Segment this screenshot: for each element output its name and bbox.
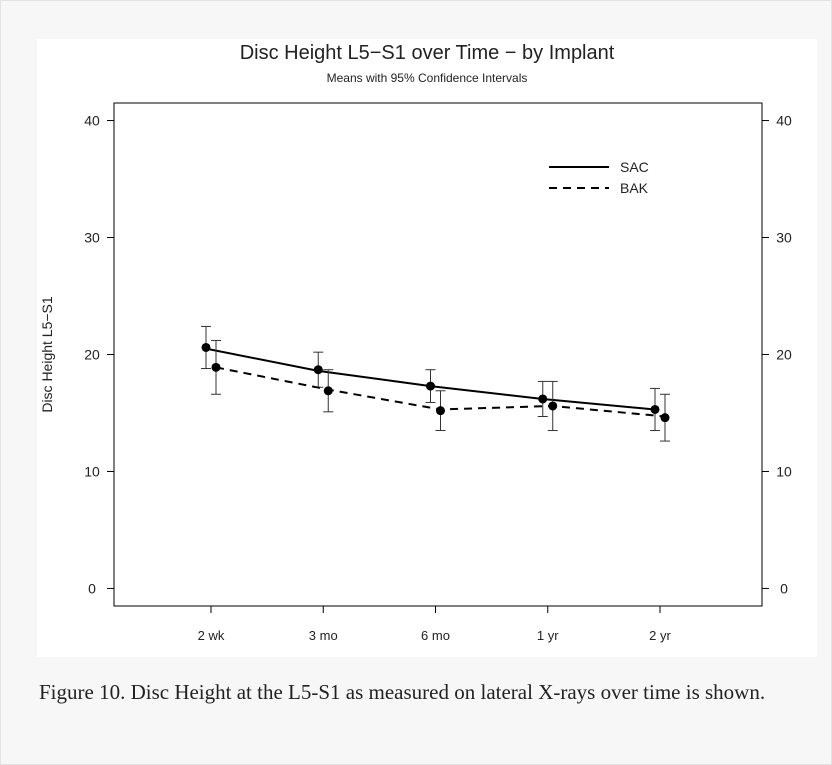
chart-subtitle: Means with 95% Confidence Intervals — [327, 71, 528, 85]
y-tick-label-left: 20 — [84, 347, 100, 363]
y-tick-label-right: 0 — [780, 580, 788, 596]
legend-label-bak: BAK — [620, 180, 649, 196]
data-point-bak — [211, 362, 221, 372]
data-point-sac — [313, 365, 323, 375]
y-tick-label-left: 10 — [84, 463, 100, 479]
data-point-bak — [548, 401, 558, 411]
y-tick-label-right: 10 — [776, 463, 792, 479]
data-point-bak — [660, 413, 670, 423]
data-point-bak — [436, 406, 445, 416]
x-tick-label: 1 yr — [537, 628, 559, 643]
x-tick-label: 6 mo — [421, 628, 450, 643]
x-tick-label: 2 wk — [198, 628, 225, 643]
legend-label-sac: SAC — [620, 159, 649, 175]
y-tick-label-left: 30 — [84, 230, 100, 246]
data-point-sac — [538, 394, 548, 404]
y-axis-label: Disc Height L5−S1 — [39, 296, 55, 413]
data-point-sac — [426, 381, 435, 391]
data-point-sac — [650, 404, 660, 414]
figure-caption: Figure 10. Disc Height at the L5-S1 as m… — [39, 680, 766, 704]
y-tick-label-left: 40 — [84, 113, 100, 129]
y-tick-label-right: 40 — [776, 113, 792, 129]
y-tick-label-right: 20 — [776, 347, 792, 363]
x-tick-label: 3 mo — [309, 628, 338, 643]
x-tick-label: 2 yr — [649, 628, 671, 643]
chart-title: Disc Height L5−S1 over Time − by Implant — [240, 42, 615, 64]
y-tick-label-right: 30 — [776, 230, 792, 246]
y-tick-label-left: 0 — [88, 580, 96, 596]
data-point-sac — [201, 342, 211, 352]
chart-panel: Disc Height L5−S1 over Time − by Implant… — [37, 39, 817, 657]
disc-height-chart: Disc Height L5−S1 over Time − by Implant… — [39, 42, 792, 643]
plot-frame — [113, 102, 763, 607]
data-point-bak — [323, 386, 333, 396]
